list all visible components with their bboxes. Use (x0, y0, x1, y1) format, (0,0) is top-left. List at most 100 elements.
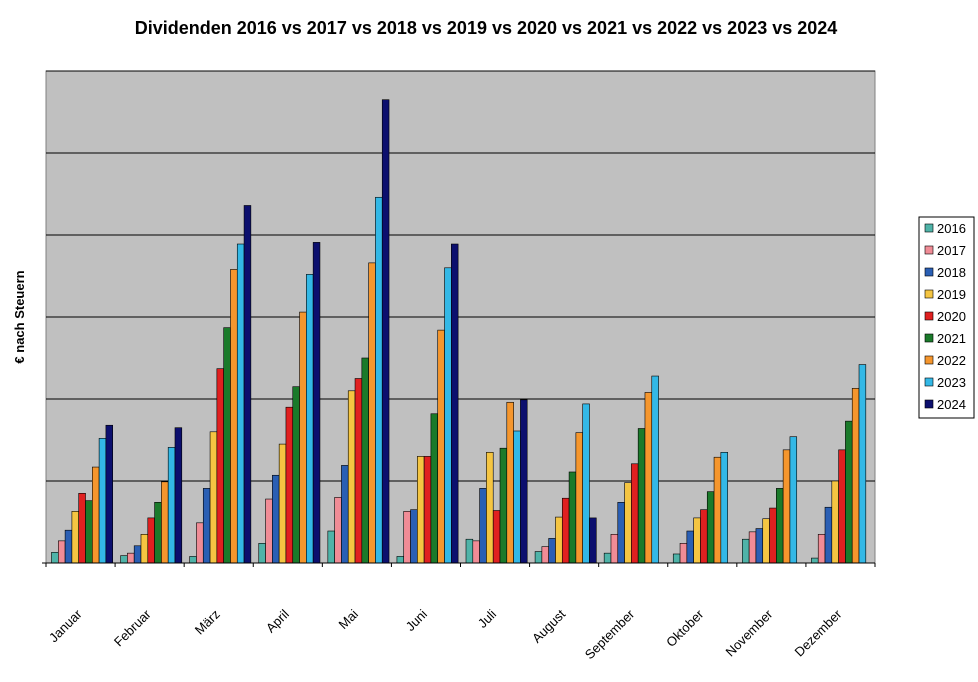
bar-2018-Januar (64, 529, 73, 564)
bar-2020-August (561, 497, 570, 564)
x-tick-label: November (722, 606, 775, 659)
bar-2022-Januar (92, 466, 100, 564)
bar-2017-August (541, 546, 549, 564)
bar-2018-Mai (341, 465, 349, 564)
bar-2017-April (265, 498, 273, 564)
legend-label-2020: 2020 (937, 309, 966, 324)
x-tick-label: April (263, 606, 292, 635)
chart-title: Dividenden 2016 vs 2017 vs 2018 vs 2019 … (135, 18, 838, 38)
bar-2018-Oktober (686, 530, 694, 564)
bar-2024-Juni (451, 243, 459, 564)
bar-2016-März (189, 556, 197, 564)
bar-2021-Januar (85, 500, 93, 564)
bar-2021-April (292, 386, 300, 564)
bar-2021-Juli (499, 447, 508, 564)
bar-2022-Dezember (851, 388, 860, 564)
bar-2016-Juli (465, 538, 474, 564)
bar-2022-Mai (368, 262, 376, 564)
x-tick-labels: Januar Februar März April Mai Juni Juli August S… (46, 606, 845, 662)
bar-2022-Juni (437, 329, 445, 564)
bar-2016-November (742, 538, 750, 564)
bar-2017-Februar (127, 552, 135, 564)
bar-2017-März (196, 522, 204, 564)
bar-2018-August (548, 538, 556, 564)
bar-2018-April (272, 474, 280, 564)
bar-2017-November (748, 531, 757, 564)
legend-swatch-2022 (924, 355, 934, 365)
bar-2024-April (312, 242, 321, 564)
bar-2018-Dezember (824, 506, 833, 564)
legend-label-2018: 2018 (937, 265, 966, 280)
bar-2018-November (755, 528, 764, 564)
bar-2021-Februar (154, 502, 162, 564)
bar-2020-Mai (354, 378, 363, 564)
bar-2017-Januar (57, 540, 66, 564)
legend-label-2016: 2016 (937, 221, 966, 236)
legend: 2016 2017 2018 2019 2020 2021 2022 2023 2024 (918, 216, 975, 419)
x-tick-label: Juni (403, 606, 431, 634)
bar-2020-Februar (147, 517, 155, 564)
bar-2019-Juli (486, 451, 494, 564)
bar-2020-November (769, 507, 777, 564)
bar-2023-Januar (98, 438, 107, 564)
bar-2023-August (582, 403, 590, 564)
x-tick-label: März (192, 607, 223, 638)
bar-2023-Juni (444, 267, 452, 564)
x-tick-label: Januar (46, 606, 85, 645)
bar-2022-Oktober (713, 456, 722, 564)
bar-2024-Juli (520, 399, 528, 564)
legend-label-2021: 2021 (937, 331, 966, 346)
x-tick-label: Dezember (792, 606, 845, 659)
y-axis-label: € nach Steuern (12, 270, 27, 363)
bar-2019-Juni (417, 456, 425, 564)
bar-2020-März (216, 368, 224, 564)
bar-2021-September (637, 428, 646, 564)
legend-swatch-2020 (924, 311, 934, 321)
bar-2018-Februar (133, 545, 142, 564)
bar-2024-Februar (174, 427, 183, 564)
bar-2019-Dezember (831, 480, 839, 564)
bar-2021-Dezember (845, 420, 853, 564)
bar-2022-April (299, 311, 307, 564)
bar-2023-September (651, 375, 659, 564)
bar-2016-Dezember (811, 557, 819, 564)
legend-swatch-2019 (924, 289, 934, 299)
bar-2024-März (243, 205, 252, 564)
bar-2020-Juni (423, 456, 432, 564)
legend-swatch-2017 (924, 245, 934, 255)
bar-2016-Mai (327, 530, 335, 564)
bar-2018-März (202, 488, 211, 564)
bar-2022-September (644, 392, 653, 564)
bar-2020-Januar (78, 492, 86, 564)
bar-2019-März (209, 431, 218, 564)
legend-swatch-2024 (924, 399, 934, 409)
bar-2024-Mai (381, 99, 390, 564)
legend-label-2019: 2019 (937, 287, 966, 302)
legend-swatch-2021 (924, 333, 934, 343)
bar-2019-September (624, 482, 632, 564)
gridlines (46, 70, 875, 482)
bar-2022-Juli (506, 401, 514, 564)
bar-2016-April (258, 543, 266, 564)
legend-label-2017: 2017 (937, 243, 966, 258)
x-tick-label: Mai (336, 606, 361, 631)
bar-2022-August (575, 432, 583, 564)
bar-2018-Juni (410, 509, 418, 564)
bar-2018-Juli (479, 488, 487, 564)
bars (51, 99, 867, 564)
bar-2022-Februar (161, 481, 169, 564)
bar-2016-Juni (396, 556, 405, 564)
bar-2022-März (230, 269, 238, 564)
bar-2019-Oktober (693, 517, 701, 564)
bar-2023-Mai (375, 196, 383, 564)
bar-2017-Oktober (679, 543, 688, 564)
bar-2023-Juli (513, 430, 521, 564)
bar-2021-November (776, 488, 784, 564)
bar-2020-Oktober (700, 509, 708, 564)
bar-2019-April (278, 443, 287, 564)
x-axis (42, 562, 876, 567)
bar-2020-September (631, 463, 639, 564)
bar-2019-Mai (347, 390, 356, 564)
bar-2020-April (285, 406, 294, 564)
